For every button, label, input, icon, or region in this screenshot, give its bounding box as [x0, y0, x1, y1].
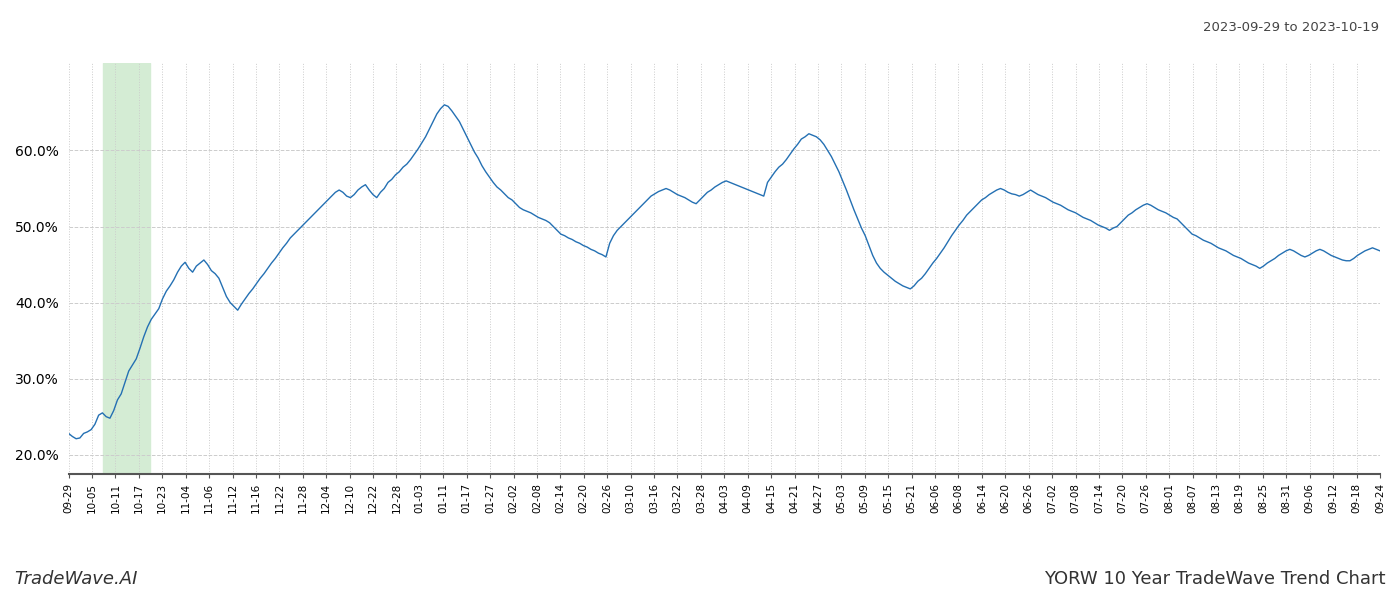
Bar: [102, 63, 150, 474]
Text: 2023-09-29 to 2023-10-19: 2023-09-29 to 2023-10-19: [1203, 21, 1379, 34]
Text: YORW 10 Year TradeWave Trend Chart: YORW 10 Year TradeWave Trend Chart: [1044, 570, 1386, 588]
Text: TradeWave.AI: TradeWave.AI: [14, 570, 137, 588]
